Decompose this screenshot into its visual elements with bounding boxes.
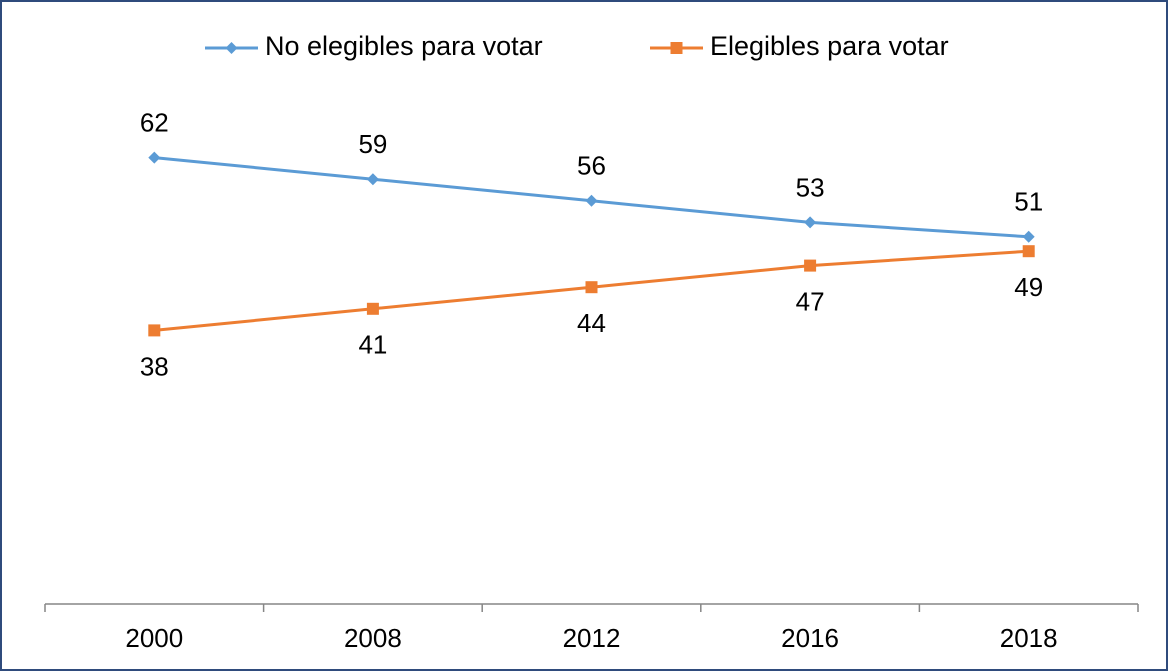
data-point xyxy=(366,302,379,315)
data-label: 41 xyxy=(358,330,387,360)
x-tick-label: 2008 xyxy=(344,623,402,653)
data-point xyxy=(585,194,598,207)
data-label: 62 xyxy=(140,107,169,137)
data-point xyxy=(366,173,379,186)
data-label: 38 xyxy=(140,351,169,381)
data-label: 51 xyxy=(1014,187,1043,217)
data-point xyxy=(585,281,598,294)
x-tick-label: 2000 xyxy=(125,623,183,653)
x-tick-label: 2018 xyxy=(1000,623,1058,653)
data-label: 53 xyxy=(796,172,825,202)
data-point xyxy=(148,151,161,164)
data-point xyxy=(804,216,817,229)
data-point xyxy=(148,324,161,337)
data-point xyxy=(1022,230,1035,243)
legend-label: No elegibles para votar xyxy=(265,31,543,61)
legend-marker xyxy=(670,42,683,54)
x-tick-label: 2012 xyxy=(563,623,621,653)
data-point xyxy=(804,259,817,272)
data-point xyxy=(1022,245,1035,258)
data-label: 49 xyxy=(1014,272,1043,302)
x-tick-label: 2016 xyxy=(781,623,839,653)
data-label: 47 xyxy=(796,286,825,316)
legend-marker xyxy=(225,42,238,54)
data-label: 56 xyxy=(577,151,606,181)
legend-label: Elegibles para votar xyxy=(710,31,949,61)
data-label: 44 xyxy=(577,308,606,338)
data-label: 59 xyxy=(358,129,387,159)
